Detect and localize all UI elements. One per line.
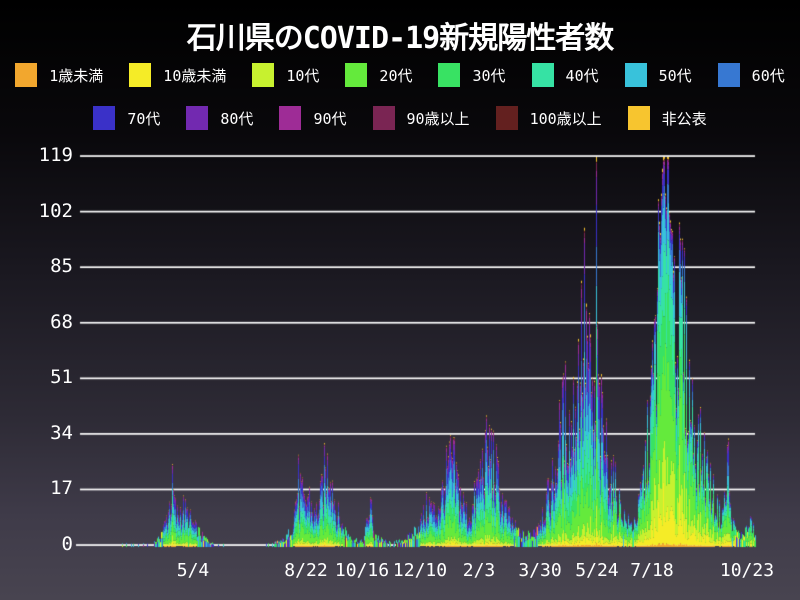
legend-swatch: [627, 106, 650, 130]
legend-item-label: 100歳以上: [529, 109, 602, 128]
legend-swatch: [129, 63, 152, 87]
legend-row-1: 1歳未満 10歳未満 10代 20代 30代 40代 50代 60代: [0, 63, 800, 87]
legend-item-over-100[interactable]: 100歳以上: [495, 106, 602, 130]
legend-item-90s[interactable]: 90代: [279, 106, 347, 130]
legend-swatch: [372, 106, 395, 130]
legend-item-50s[interactable]: 50代: [624, 63, 692, 87]
legend-item-20s[interactable]: 20代: [345, 63, 412, 87]
legend-item-label: 60代: [751, 66, 785, 85]
legend-item-label: 70代: [127, 109, 161, 128]
legend-item-label: 80代: [220, 109, 254, 128]
legend-item-label: 90歳以上: [406, 109, 470, 128]
legend-swatch: [93, 106, 116, 130]
chart-title: 石川県のCOVID-19新規陽性者数: [186, 21, 615, 56]
legend-item-undisclosed[interactable]: 非公表: [627, 106, 707, 130]
x-tick-10-16: 10/16: [334, 560, 390, 581]
legend-item-label: 非公表: [661, 109, 707, 128]
x-tick-5-4: 5/4: [176, 560, 210, 581]
y-tick-102: 102: [38, 199, 73, 222]
legend-item-label: 30代: [472, 66, 506, 85]
x-tick-3-30: 3/30: [518, 560, 562, 581]
x-tick-8-22: 8/22: [284, 560, 328, 581]
legend-item-label: 10代: [286, 66, 320, 85]
legend-item-label: 10歳未満: [163, 66, 227, 85]
x-tick-10-23: 10/23: [719, 560, 775, 581]
legend-item-60s[interactable]: 60代: [717, 63, 785, 87]
legend-swatch: [717, 63, 740, 87]
legend-item-label: 1歳未満: [49, 66, 104, 85]
y-tick-68: 68: [50, 310, 73, 333]
x-tick-2-3: 2/3: [462, 560, 496, 581]
legend-swatch: [279, 106, 302, 130]
y-tick-119: 119: [38, 144, 73, 166]
legend-item-over-90[interactable]: 90歳以上: [372, 106, 470, 130]
legend-swatch: [438, 63, 461, 87]
legend-swatch: [252, 63, 275, 87]
legend-item-70s[interactable]: 70代: [93, 106, 160, 130]
legend-item-10s[interactable]: 10代: [252, 63, 319, 87]
legend-swatch: [345, 63, 368, 87]
legend-item-under-10[interactable]: 10歳未満: [129, 63, 226, 87]
x-tick-7-18: 7/18: [630, 560, 674, 581]
legend-item-80s[interactable]: 80代: [186, 106, 253, 130]
legend-swatch: [624, 63, 647, 87]
legend-swatch: [186, 106, 209, 130]
y-tick-17: 17: [50, 477, 73, 500]
legend-item-label: 40代: [565, 66, 599, 85]
legend-row-2: 70代 80代 90代 90歳以上 100歳以上 非公表: [0, 106, 800, 130]
legend-item-label: 90代: [313, 109, 347, 128]
y-tick-85: 85: [50, 255, 73, 278]
y-tick-51: 51: [50, 366, 73, 389]
legend-item-40s[interactable]: 40代: [531, 63, 599, 87]
legend-item-label: 20代: [379, 66, 413, 85]
legend-item-30s[interactable]: 30代: [438, 63, 506, 87]
legend-item-label: 50代: [658, 66, 692, 85]
legend-swatch: [15, 63, 38, 87]
legend-swatch: [531, 63, 554, 87]
legend-swatch: [495, 106, 518, 130]
y-tick-0: 0: [61, 533, 73, 555]
x-tick-12-10: 12/10: [392, 560, 448, 581]
y-tick-34: 34: [50, 421, 73, 444]
legend-item-under-1[interactable]: 1歳未満: [15, 63, 103, 87]
x-tick-5-24: 5/24: [575, 560, 619, 581]
